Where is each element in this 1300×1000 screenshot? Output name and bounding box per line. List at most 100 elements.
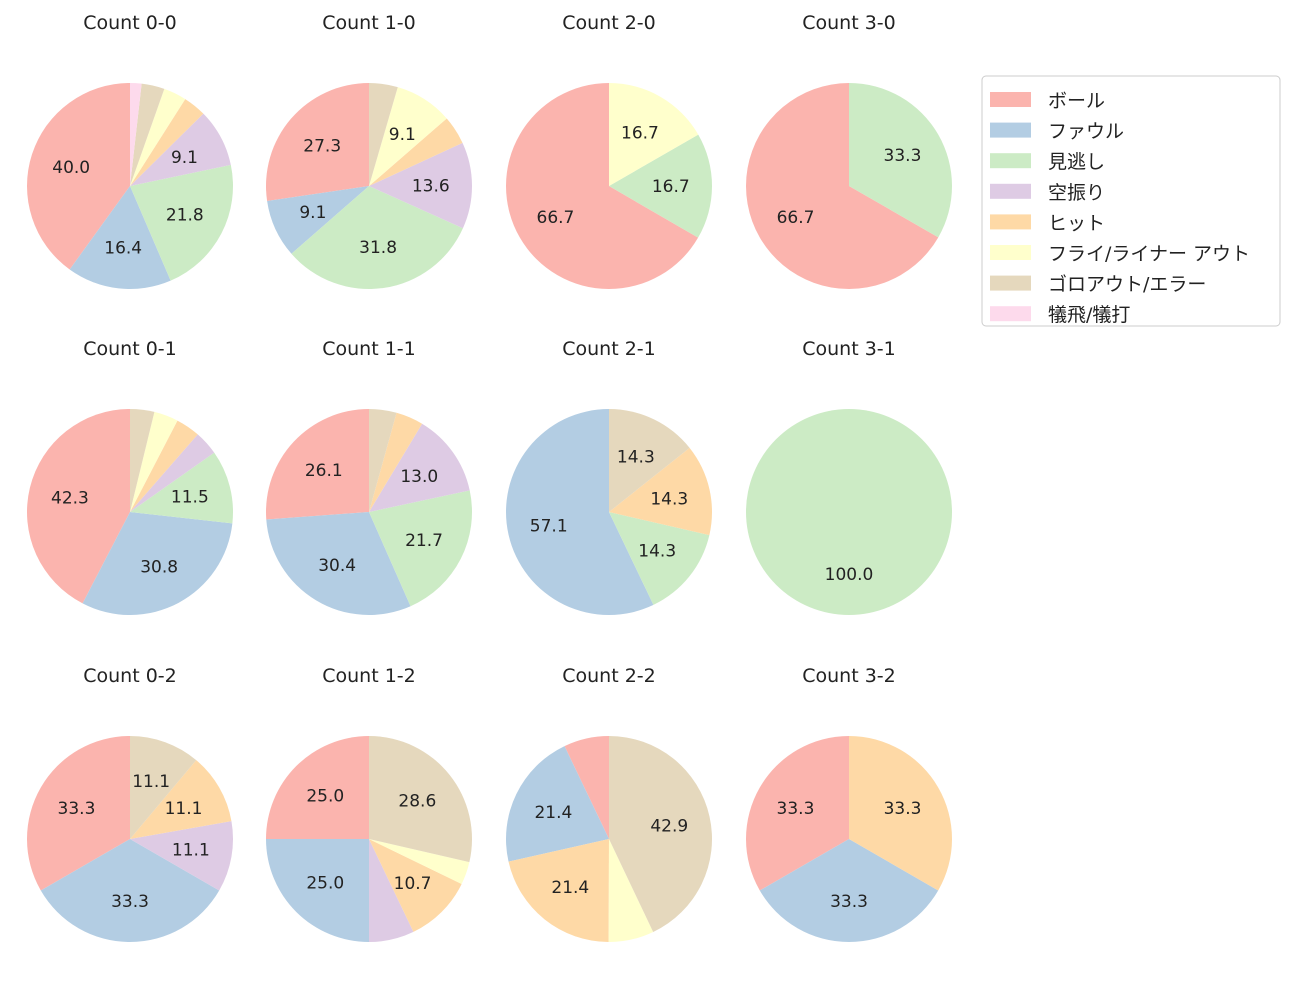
slice-value-label: 30.8 xyxy=(140,558,178,578)
pie-slice-ground_out_error xyxy=(609,736,712,933)
pie-count-3-0: Count 3-0 66.7 33.3 xyxy=(745,12,952,289)
slice-value-label: 25.0 xyxy=(306,874,344,894)
pie-slice-ball xyxy=(745,83,939,289)
slice-value-label: 11.1 xyxy=(165,799,203,819)
pie-count-1-0: Count 1-0 27.3 9.1 31.8 13.6 9.1 xyxy=(265,12,472,289)
pie-slice-hit xyxy=(130,760,232,839)
legend-item-fly_liner_out: フライ/ライナー アウト xyxy=(990,243,1250,265)
slice-value-label: 11.1 xyxy=(172,841,210,861)
slice-value-label: 9.1 xyxy=(171,148,198,168)
pie-slice-hit xyxy=(130,99,204,186)
pie-title: Count 0-0 xyxy=(83,12,177,34)
slice-value-label: 13.6 xyxy=(412,177,450,197)
legend-item-foul: ファウル xyxy=(990,121,1124,143)
legend-label: ボール xyxy=(1048,90,1105,112)
pie-slice-ground_out_error xyxy=(369,409,397,512)
slice-value-label: 16.7 xyxy=(621,124,659,144)
pie-slice-hit xyxy=(609,447,712,536)
legend-swatch xyxy=(990,183,1031,199)
pie-slice-hit xyxy=(369,412,423,512)
pie-slice-ground_out_error xyxy=(130,83,165,186)
slice-value-label: 42.9 xyxy=(650,816,688,836)
legend-label: ゴロアウト/エラー xyxy=(1048,274,1206,296)
legend-item-swinging_strike: 空振り xyxy=(990,182,1105,204)
pie-slice-ground_out_error xyxy=(369,736,472,863)
slice-value-label: 21.4 xyxy=(534,803,572,823)
legend-label: 空振り xyxy=(1048,182,1105,204)
pie-title: Count 2-2 xyxy=(562,665,656,687)
pie-slice-swinging_strike xyxy=(130,821,233,891)
pie-slice-swinging_strike xyxy=(369,423,470,512)
pie-slice-sacrifice xyxy=(130,83,142,186)
pie-slice-ball xyxy=(266,409,369,520)
slice-value-label: 14.3 xyxy=(638,542,676,562)
pie-count-1-2: Count 1-2 25.0 25.0 10.7 28.6 xyxy=(266,665,472,942)
pie-slice-foul xyxy=(505,746,609,862)
legend-swatch xyxy=(990,153,1031,169)
pie-slice-hit xyxy=(130,420,198,512)
legend-label: ヒット xyxy=(1048,212,1105,234)
pie-slice-swinging_strike xyxy=(369,839,414,942)
slice-value-label: 31.8 xyxy=(359,238,397,258)
slice-value-label: 28.6 xyxy=(398,792,436,812)
legend-item-hit: ヒット xyxy=(990,212,1105,234)
slice-value-label: 42.3 xyxy=(51,488,89,508)
pie-count-2-1: Count 2-1 57.1 14.3 14.3 14.3 xyxy=(506,338,712,615)
pie-title: Count 1-2 xyxy=(322,665,416,687)
pie-slice-foul xyxy=(82,512,233,615)
legend-item-sacrifice: 犠飛/犠打 xyxy=(990,304,1130,326)
pie-slice-ball xyxy=(26,409,130,604)
pie-title: Count 2-0 xyxy=(562,12,656,34)
legend-item-called_strike: 見逃し xyxy=(990,151,1105,173)
pie-title: Count 3-1 xyxy=(802,338,896,360)
legend-label: 見逃し xyxy=(1048,151,1105,173)
pie-slice-fly_liner_out xyxy=(130,411,178,512)
slice-value-label: 14.3 xyxy=(650,489,688,509)
pie-slice-hit xyxy=(369,839,462,932)
legend-item-ball: ボール xyxy=(990,90,1105,112)
pie-slice-ground_out_error xyxy=(609,409,690,512)
pie-title: Count 3-0 xyxy=(802,12,896,34)
legend-swatch xyxy=(990,122,1031,138)
slice-value-label: 10.7 xyxy=(394,874,432,894)
pie-slice-fly_liner_out xyxy=(608,839,654,942)
slice-value-label: 33.3 xyxy=(884,146,922,166)
legend-label: ファウル xyxy=(1048,121,1124,143)
pie-count-3-2: Count 3-2 33.3 33.3 33.3 xyxy=(745,665,953,943)
pie-slice-called_strike xyxy=(609,512,710,605)
pie-slice-ground_out_error xyxy=(369,83,398,186)
pie-slice-called_strike xyxy=(609,134,713,238)
slice-value-label: 30.4 xyxy=(318,556,356,576)
slice-value-label: 13.0 xyxy=(400,467,438,487)
pie-slice-fly_liner_out xyxy=(369,839,470,885)
pie-slice-foul xyxy=(266,512,411,615)
pie-title: Count 3-2 xyxy=(802,665,896,687)
pie-slice-ball xyxy=(564,736,609,839)
slice-value-label: 21.4 xyxy=(551,878,589,898)
pie-title: Count 1-0 xyxy=(322,12,416,34)
pie-count-1-1: Count 1-1 26.1 30.4 21.7 13.0 xyxy=(266,338,473,615)
legend-item-ground_out_error: ゴロアウト/エラー xyxy=(990,274,1206,296)
slice-value-label: 100.0 xyxy=(825,565,874,585)
pie-slice-foul xyxy=(69,186,171,289)
legend-swatch xyxy=(990,306,1031,322)
pie-slice-called_strike xyxy=(849,83,952,238)
pie-slice-called_strike xyxy=(130,164,234,281)
pie-slice-swinging_strike xyxy=(369,142,472,229)
pie-count-0-1: Count 0-1 42.3 30.8 11.5 xyxy=(26,338,233,615)
pie-slice-ball xyxy=(26,736,130,891)
pie-slice-foul xyxy=(267,186,369,254)
pie-slice-called_strike xyxy=(746,409,952,615)
slice-value-label: 25.0 xyxy=(306,786,344,806)
slice-value-label: 40.0 xyxy=(52,158,90,178)
pie-slice-foul xyxy=(266,839,369,942)
pie-slice-hit xyxy=(849,736,953,891)
pie-slice-fly_liner_out xyxy=(609,83,699,186)
slice-value-label: 66.7 xyxy=(537,208,575,228)
slice-value-label: 33.3 xyxy=(777,799,815,819)
pie-title: Count 0-1 xyxy=(83,338,177,360)
pie-slice-called_strike xyxy=(291,186,463,289)
pie-slice-ground_out_error xyxy=(130,409,155,512)
legend-label: 犠飛/犠打 xyxy=(1048,304,1130,326)
